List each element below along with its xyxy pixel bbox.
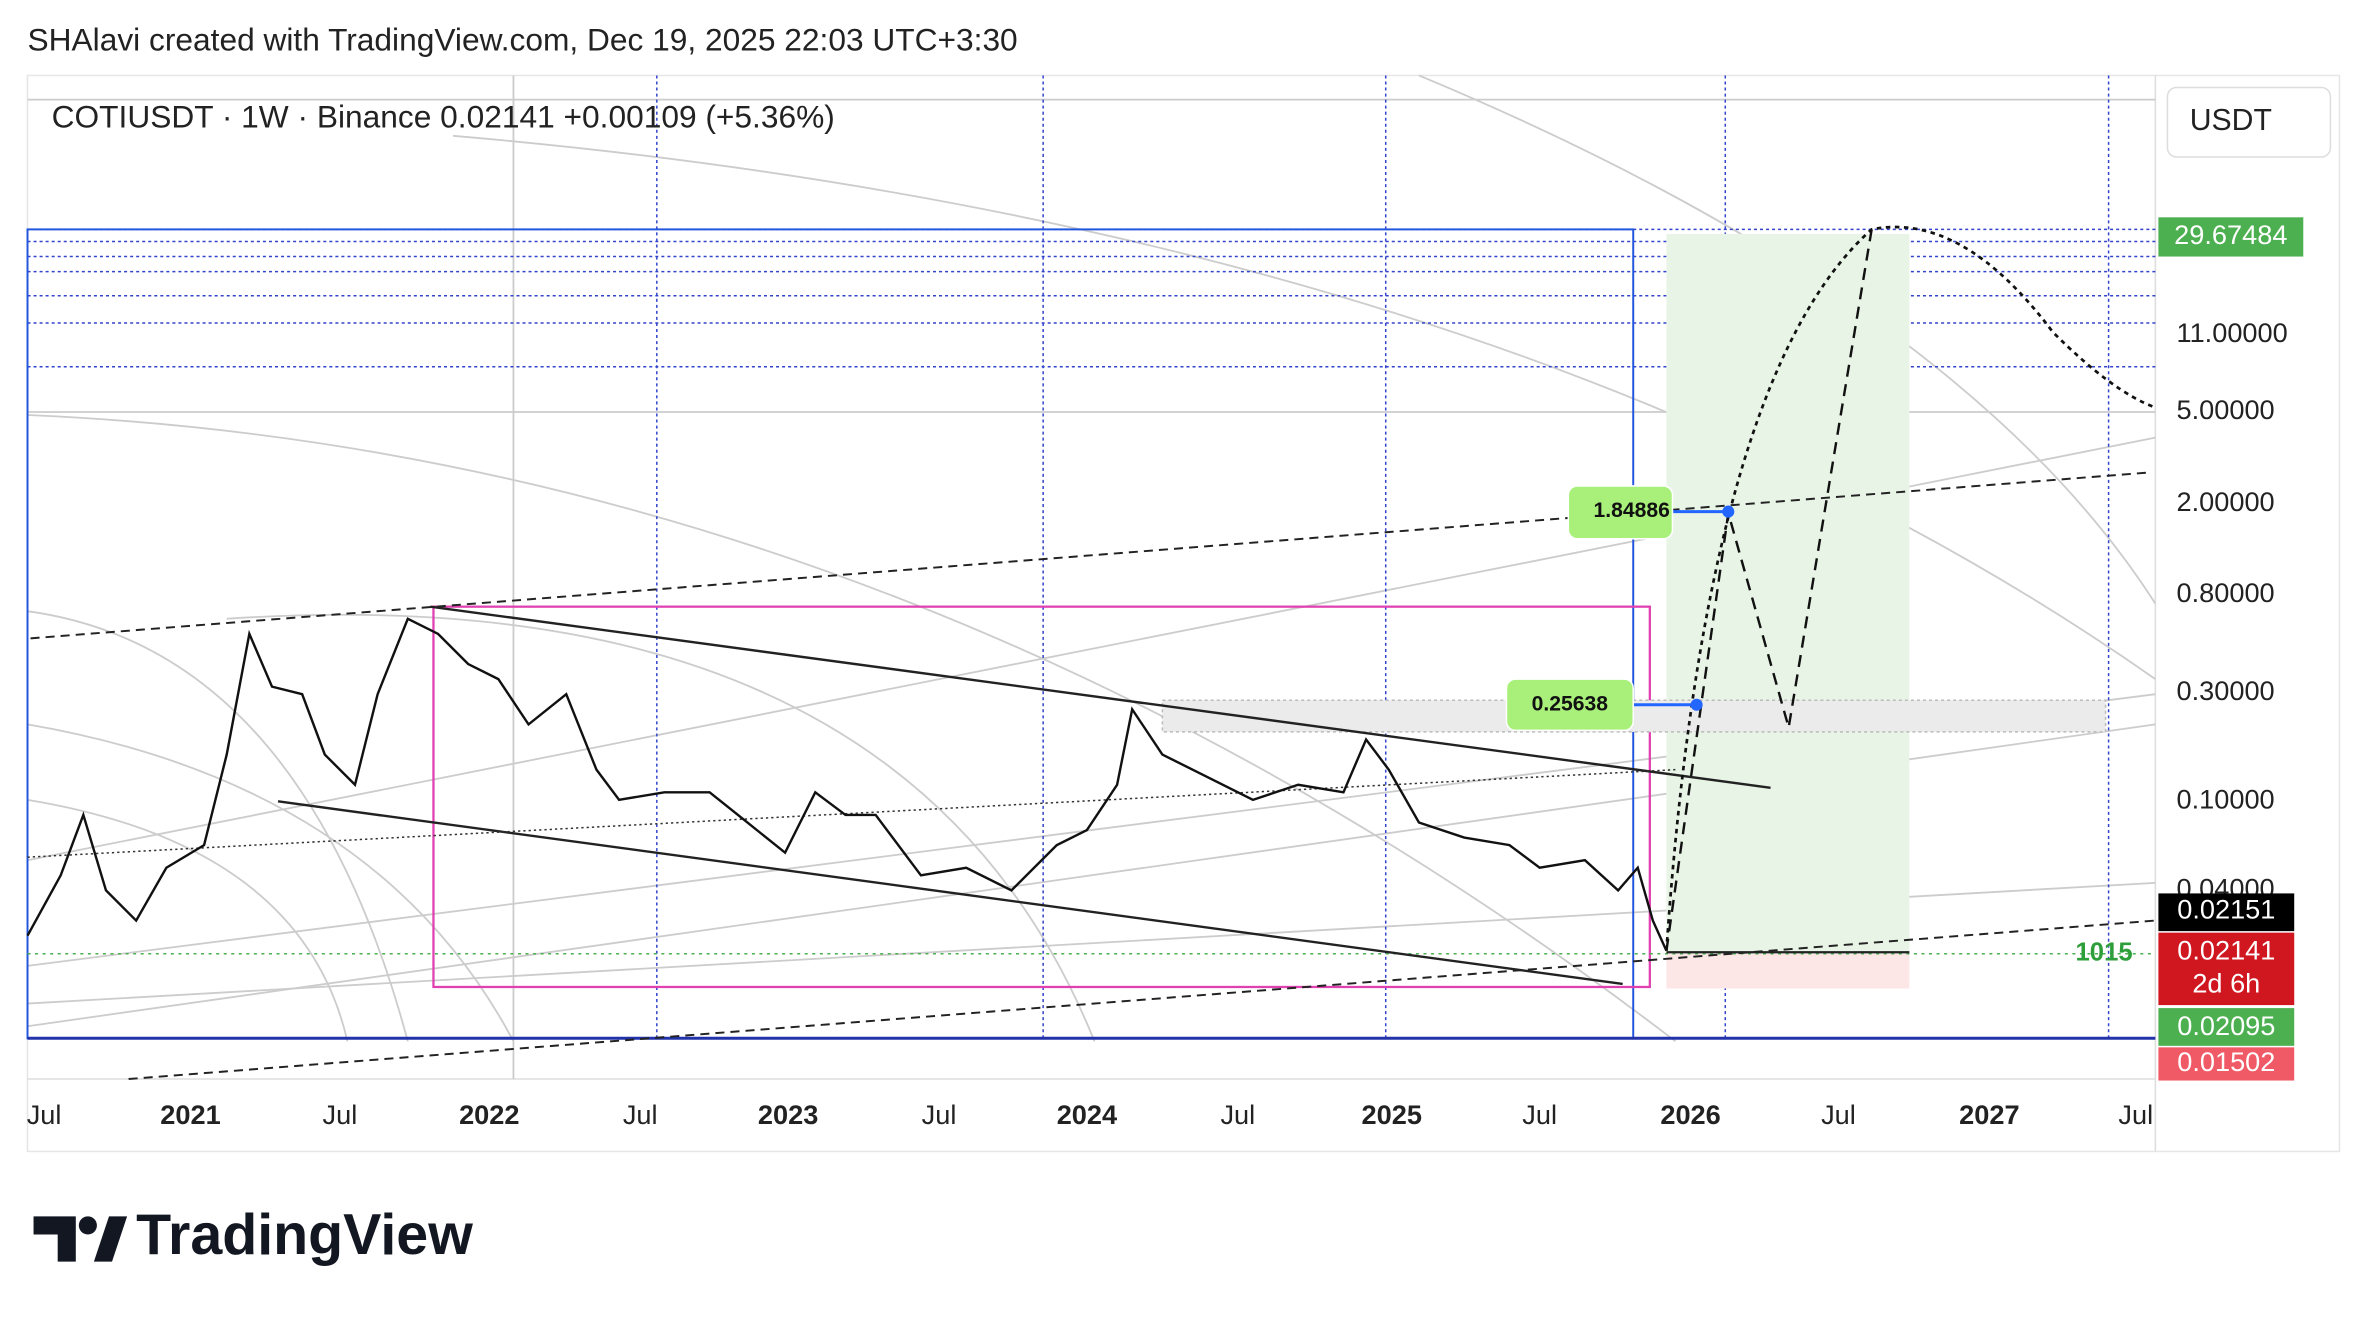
symbol-line: COTIUSDT · 1W · Binance 0.02141 +0.00109…: [52, 99, 835, 135]
bars-count: 1015: [2076, 939, 2133, 967]
badge-countdown: 2d 6h: [2192, 968, 2260, 999]
price-label: 0.10000: [2177, 784, 2275, 815]
time-label: Jul: [2118, 1099, 2153, 1130]
time-label: Jul: [1522, 1099, 1557, 1130]
header: SHAlavi created with TradingView.com, De…: [28, 22, 1018, 58]
badge-low: 0.02095: [2177, 1010, 2275, 1041]
time-label: 2021: [160, 1099, 220, 1130]
level-b: 0.25638: [1532, 692, 1609, 715]
currency-button[interactable]: USDT: [2166, 86, 2332, 158]
time-label: 2026: [1660, 1099, 1720, 1130]
level-a: 1.84886: [1594, 499, 1670, 522]
badge-last: 0.02151: [2177, 894, 2275, 925]
badge-target: 29.67484: [2174, 219, 2287, 250]
drawings: [26, 74, 2157, 1081]
price-label: 0.80000: [2177, 577, 2275, 608]
chart-frame: [26, 74, 2341, 1153]
time-label: Jul: [323, 1099, 358, 1130]
price-label: 0.30000: [2177, 675, 2275, 706]
time-label: Jul: [1220, 1099, 1255, 1130]
badge-stop: 0.01502: [2177, 1046, 2275, 1077]
price-badges: 29.67484 0.02151 0.02141 2d 6h 0.02095 0…: [2158, 217, 2304, 1081]
time-axis: Jul 2021 Jul 2022 Jul 2023 Jul 2024 Jul 2025 Jul 20…: [27, 1099, 2153, 1130]
level-labels: 1.84886 0.25638: [1505, 485, 1674, 732]
time-label: 2022: [459, 1099, 519, 1130]
price-label: 11.00000: [2177, 317, 2288, 348]
time-label: 2023: [758, 1099, 818, 1130]
price-label: 5.00000: [2177, 394, 2275, 425]
time-label: 2027: [1959, 1099, 2019, 1130]
time-label: Jul: [27, 1099, 62, 1130]
logo-text: TradingView: [136, 1203, 473, 1267]
badge-current: 0.02141: [2177, 934, 2275, 965]
time-label: Jul: [922, 1099, 957, 1130]
time-label: 2025: [1362, 1099, 1422, 1130]
logo: TradingView: [33, 1203, 473, 1267]
currency-label[interactable]: USDT: [2190, 104, 2272, 137]
time-label: Jul: [623, 1099, 658, 1130]
time-label: Jul: [1821, 1099, 1856, 1130]
price-label: 2.00000: [2177, 486, 2275, 517]
time-label: 2024: [1057, 1099, 1117, 1130]
